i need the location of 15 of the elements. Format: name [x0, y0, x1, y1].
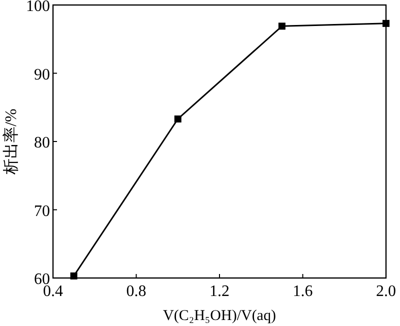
y-tick-label: 90 [34, 66, 50, 84]
x-tick-label: 1.6 [292, 283, 313, 300]
point [278, 22, 286, 30]
y-tick-label: 100 [26, 0, 50, 15]
point [174, 115, 182, 122]
y-axis-title: 析出率/% [2, 108, 20, 176]
x-axis-title: V(C₂H₅OH)/V(aq) [163, 308, 276, 324]
point [70, 272, 78, 280]
x-tick-label: 0.8 [126, 283, 146, 300]
y-tick-label: 80 [34, 134, 50, 152]
x-tick-label: 2.0 [376, 283, 396, 300]
point [382, 20, 390, 27]
x-tick-label: 0.4 [43, 283, 63, 300]
x-tick-label: 1.2 [210, 283, 230, 300]
y-tick-label: 70 [34, 202, 50, 220]
